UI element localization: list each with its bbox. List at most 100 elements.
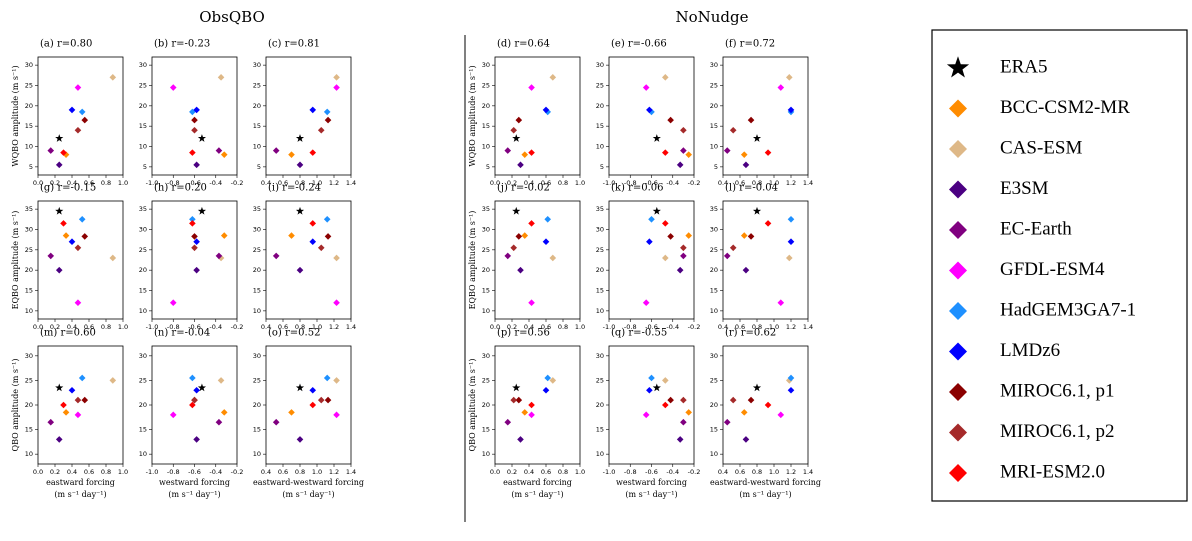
x-tick-label: 0.0 [490, 323, 500, 331]
y-tick-label: 30 [253, 225, 261, 233]
x-tick-label: 0.4 [67, 468, 77, 476]
x-tick-label: 1.2 [329, 323, 339, 331]
point [680, 147, 687, 154]
y-tick-label: 10 [25, 143, 33, 151]
point [296, 436, 304, 443]
x-tick-label: 0.0 [33, 179, 43, 187]
point [193, 106, 200, 114]
x-tick-label: 0.8 [558, 468, 568, 476]
y-tick-label: 30 [25, 61, 33, 69]
point [652, 383, 661, 392]
legend-label: MRI-ESM2.0 [1000, 461, 1105, 482]
point [272, 252, 280, 260]
x-tick-label: -0.2 [688, 323, 701, 331]
point [662, 377, 669, 384]
point [220, 409, 228, 416]
plot-frame [37, 56, 124, 176]
y-tick-label: 15 [710, 287, 718, 295]
point [787, 216, 795, 223]
x-tick-label: 0.2 [50, 323, 60, 331]
x-tick-label: -0.4 [666, 179, 679, 187]
x-axis-unit: (m s⁻¹ day⁻¹) [168, 490, 220, 499]
y-tick-label: 30 [253, 61, 261, 69]
point [542, 238, 550, 245]
y-tick-label: 35 [139, 205, 147, 213]
x-tick-label: 0.6 [84, 468, 94, 476]
y-tick-label: 30 [482, 61, 490, 69]
panel-title: (k) r=0.06 [611, 183, 663, 194]
y-tick-label: 15 [253, 122, 261, 130]
y-tick-label: 30 [710, 352, 718, 360]
point [295, 383, 305, 392]
y-tick-label: 25 [253, 81, 261, 89]
y-tick-label: 10 [482, 143, 490, 151]
point [309, 401, 317, 409]
point [60, 401, 67, 409]
y-tick-label: 5 [600, 163, 604, 171]
point [646, 238, 653, 245]
panel-title: (o) r=0.52 [268, 328, 320, 339]
y-tick-label: 15 [596, 287, 604, 295]
x-tick-label: -0.2 [231, 468, 244, 476]
plot-frame [608, 56, 695, 176]
point [74, 396, 82, 404]
plot-frame [265, 345, 352, 465]
point [288, 232, 295, 239]
x-tick-label: -0.6 [645, 179, 658, 187]
y-tick-label: 35 [710, 205, 718, 213]
x-tick-label: 0.8 [101, 323, 111, 331]
y-tick-label: 10 [710, 143, 718, 151]
x-tick-label: -0.8 [167, 179, 180, 187]
panel-title: (p) r=0.56 [497, 328, 550, 339]
point [217, 377, 225, 384]
point [109, 254, 117, 262]
point [60, 149, 67, 156]
point [272, 147, 280, 154]
plot-frame [494, 200, 581, 320]
point [62, 409, 70, 416]
point [74, 299, 82, 307]
point [193, 161, 200, 169]
x-tick-label: -0.6 [645, 468, 658, 476]
y-tick-label: 5 [486, 163, 490, 171]
y-tick-label: 25 [596, 81, 604, 89]
point [189, 374, 196, 382]
point [504, 418, 512, 426]
x-tick-label: 0.6 [84, 179, 94, 187]
point [309, 386, 317, 394]
x-tick-label: 1.0 [769, 179, 779, 187]
point [676, 436, 684, 443]
group-title: ObsQBO [199, 8, 265, 26]
y-tick-label: 10 [139, 450, 147, 458]
point [333, 299, 340, 307]
panel-title: (g) r=-0.15 [40, 183, 96, 194]
point [544, 216, 551, 223]
point [515, 116, 523, 124]
panel-title: (f) r=0.72 [725, 39, 775, 50]
point [662, 401, 669, 409]
point [549, 377, 557, 384]
x-tick-label: 1.2 [786, 179, 796, 187]
point [55, 436, 63, 443]
point [515, 233, 523, 240]
y-tick-label: 10 [596, 307, 604, 315]
panel-title: (b) r=-0.23 [154, 39, 210, 50]
point [528, 84, 535, 91]
x-tick-label: 1.0 [118, 468, 128, 476]
point [220, 232, 228, 239]
point [662, 149, 669, 156]
legend-marker [949, 99, 967, 118]
x-tick-label: 1.0 [312, 468, 322, 476]
point [648, 374, 655, 382]
panel-title: (j) r=-0.02 [497, 183, 550, 194]
y-tick-label: 5 [257, 163, 261, 171]
y-tick-label: 25 [25, 376, 33, 384]
point [215, 418, 223, 426]
point [169, 411, 177, 419]
point [309, 238, 317, 245]
y-tick-label: 10 [596, 143, 604, 151]
point [68, 238, 76, 245]
point [288, 409, 295, 416]
x-tick-label: -0.6 [645, 323, 658, 331]
y-tick-label: 25 [253, 246, 261, 254]
